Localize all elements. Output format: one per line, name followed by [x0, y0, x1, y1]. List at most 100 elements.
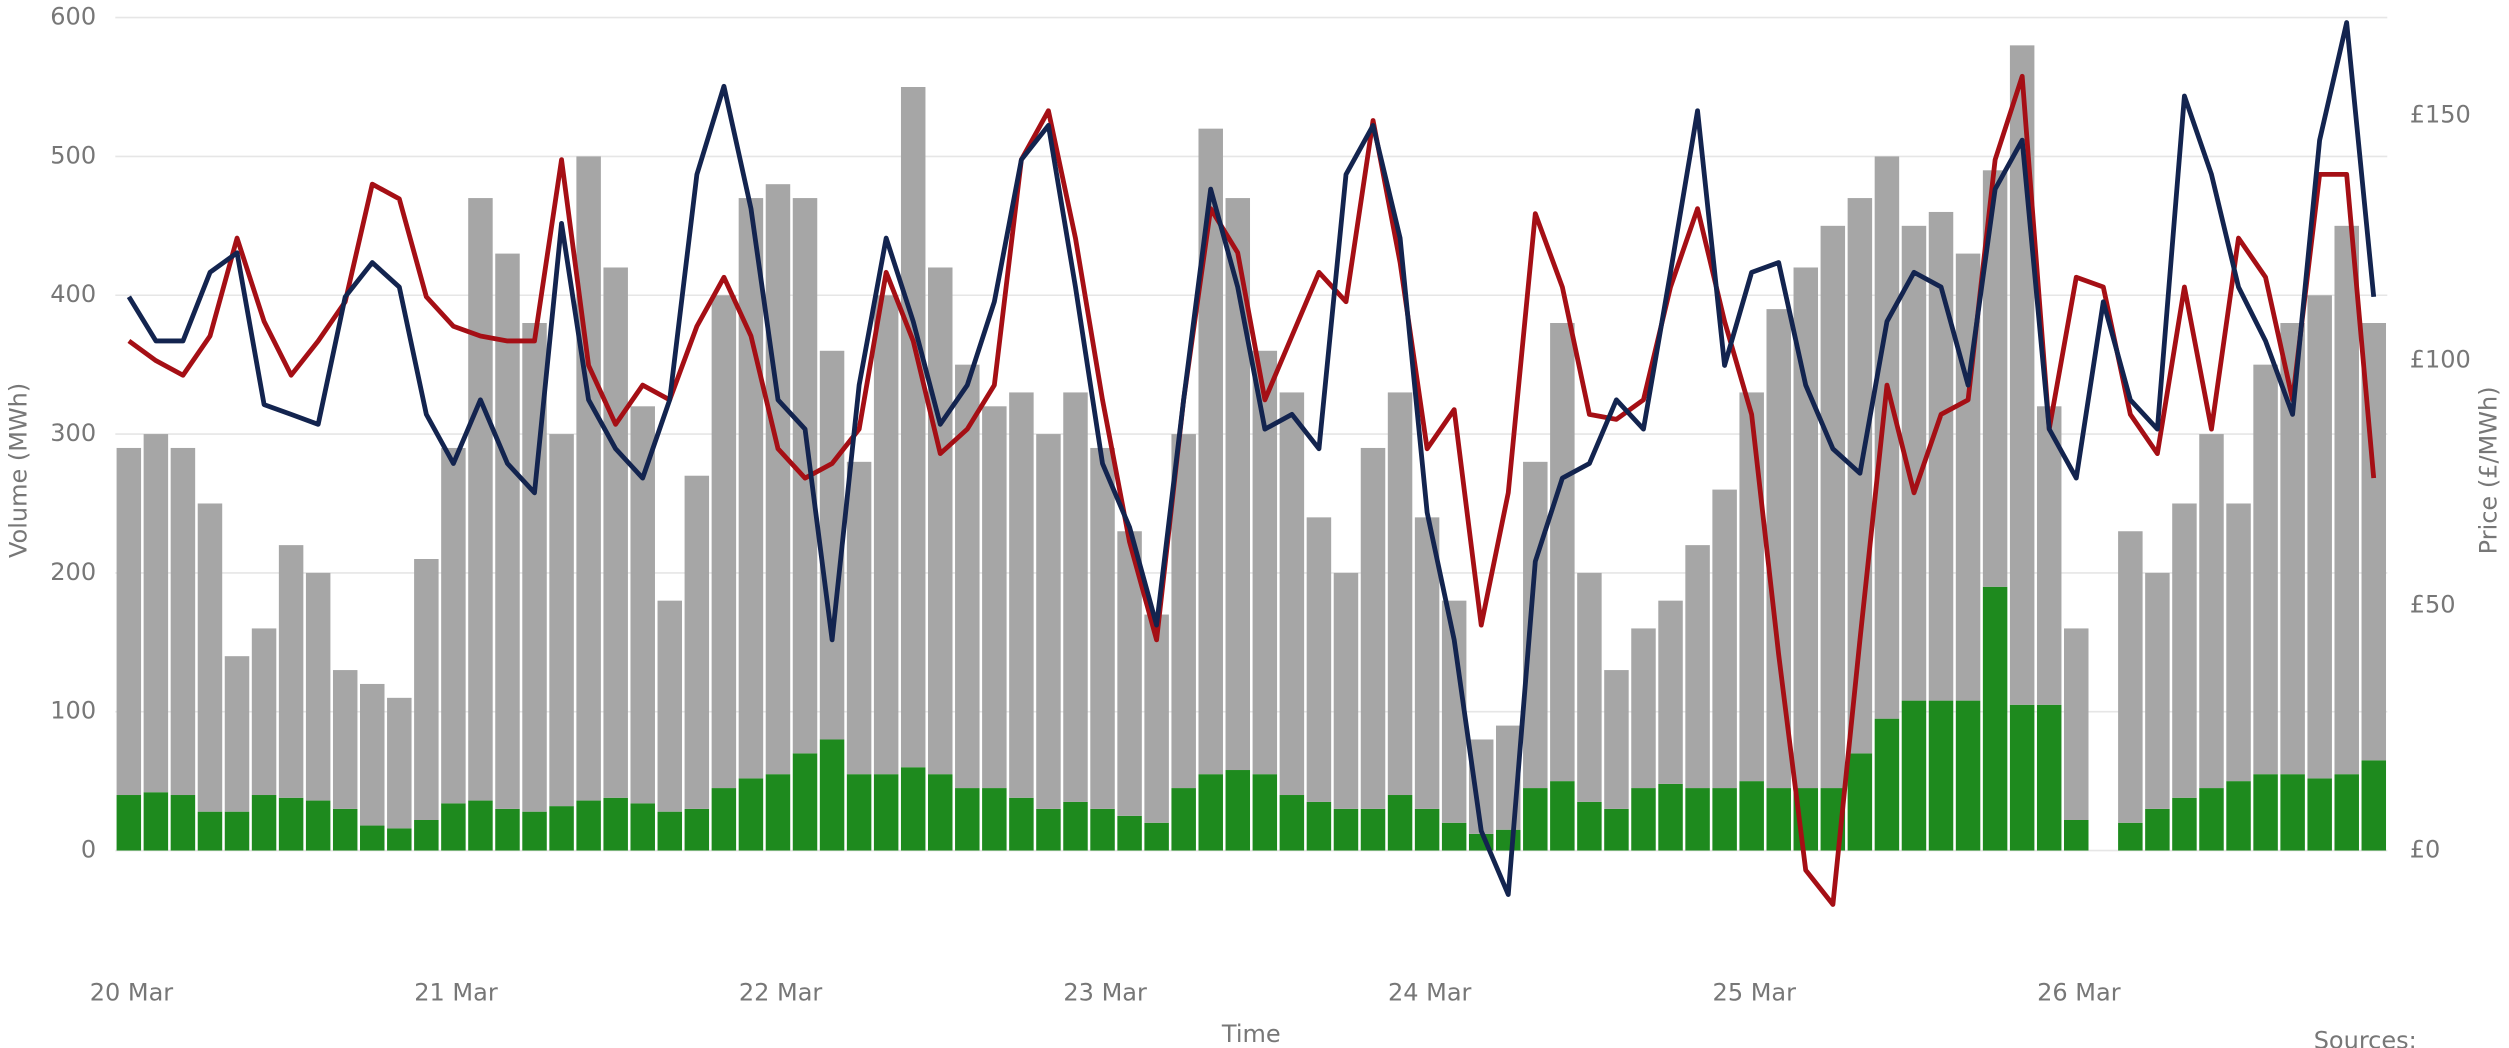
bar-segment: [1604, 808, 1629, 851]
bar-segment: [738, 778, 764, 851]
x-tick-label: 24 Mar: [1388, 979, 1472, 1007]
bar-segment: [928, 267, 953, 775]
y2-tick-label: £150: [2410, 101, 2471, 129]
bar-segment: [2253, 774, 2278, 851]
y2-axis-title: Price (£/MWh): [2475, 386, 2503, 554]
bar-segment: [305, 572, 331, 801]
bar-segment: [305, 800, 331, 851]
y-tick-label: 100: [50, 697, 96, 725]
bar-segment: [522, 811, 547, 851]
bar-segment: [765, 774, 791, 851]
bar-segment: [1036, 434, 1061, 809]
bar-segment: [1739, 392, 1764, 782]
bar-segment: [1117, 815, 1142, 851]
bar-segment: [414, 820, 439, 851]
bar-segment: [1414, 808, 1440, 851]
sources-note: Sources:: [2314, 1027, 2417, 1048]
bar-segment: [441, 447, 466, 804]
bar-segment: [1333, 808, 1359, 851]
bar-segment: [576, 800, 601, 851]
bar-segment: [332, 808, 358, 851]
bar-segment: [1306, 517, 1332, 802]
bar-segment: [1577, 572, 1602, 802]
bar-segment: [1712, 489, 1737, 789]
bar-segment: [1550, 323, 1575, 782]
bar-segment: [1631, 628, 1656, 789]
bar-segment: [1441, 822, 1467, 851]
bar-segment: [1658, 783, 1683, 851]
bar-segment: [1766, 788, 1791, 851]
bar-segment: [1171, 788, 1196, 851]
bar-segment: [197, 503, 223, 812]
bar-segment: [2172, 503, 2197, 798]
bar-segment: [1685, 545, 1710, 789]
bar-segment: [1577, 801, 1602, 851]
y-tick-label: 400: [50, 280, 96, 308]
bar-segment: [468, 198, 493, 801]
bar-segment: [278, 797, 304, 851]
bar-segment: [414, 559, 439, 820]
bar-segment: [1982, 586, 2008, 851]
bar-segment: [576, 156, 601, 801]
bar-segment: [387, 697, 412, 829]
bar-segment: [1090, 808, 1115, 851]
bar-segment: [2307, 778, 2332, 851]
bar-segment: [1063, 801, 1088, 851]
y2-tick-label: £0: [2410, 836, 2441, 864]
bar-segment: [1252, 774, 1278, 851]
bar-segment: [982, 788, 1007, 851]
bar-segment: [224, 811, 250, 851]
bar-segment: [1360, 447, 1386, 809]
bar-segment: [197, 811, 223, 851]
bar-segment: [2253, 364, 2278, 775]
y-tick-label: 300: [50, 419, 96, 447]
bar-segment: [1685, 788, 1710, 851]
bar-segment: [1360, 808, 1386, 851]
bar-segment: [765, 184, 791, 775]
bar-segment: [224, 656, 250, 812]
bar-segment: [900, 87, 926, 768]
bar-segment: [1874, 156, 1900, 719]
bar-segment: [2118, 822, 2143, 851]
bar-segment: [630, 803, 655, 851]
bar-segment: [1279, 392, 1305, 796]
bar-segment: [792, 753, 818, 851]
bar-segment: [657, 811, 683, 851]
bar-segment: [1739, 781, 1764, 851]
bar-segment: [2334, 225, 2359, 775]
bar-segment: [1387, 795, 1413, 851]
bar-segment: [2226, 503, 2251, 782]
bar-segment: [1523, 788, 1548, 851]
bar-segment: [1604, 670, 1629, 809]
bar-segment: [711, 295, 737, 789]
bar-segment: [1387, 392, 1413, 796]
bar-segment: [738, 198, 764, 779]
bar-segment: [873, 295, 899, 775]
x-tick-label: 20 Mar: [90, 979, 174, 1007]
bar-segment: [603, 267, 628, 798]
bar-segment: [143, 434, 169, 793]
bar-segment: [1306, 801, 1332, 851]
y-axis-title: Volume (MWh): [4, 383, 32, 558]
bar-segment: [900, 767, 926, 851]
bar-segment: [2199, 788, 2224, 851]
y-tick-label: 600: [50, 3, 96, 31]
bar-segment: [1820, 225, 1846, 789]
bar-segment: [1009, 392, 1034, 798]
bar-segment: [982, 406, 1007, 789]
bar-segment: [441, 803, 466, 851]
bar-segment: [1198, 774, 1223, 851]
bar-segment: [2036, 704, 2062, 851]
bar-segment: [711, 788, 737, 851]
bar-segment: [2172, 797, 2197, 851]
bar-segment: [1847, 753, 1873, 851]
bar-segment: [603, 797, 628, 851]
bar-segment: [2009, 704, 2035, 851]
bar-segment: [1496, 829, 1521, 851]
bar-segment: [1225, 770, 1251, 851]
bar-segment: [1523, 461, 1548, 789]
bar-segment: [2064, 628, 2089, 820]
bar-segment: [116, 795, 142, 851]
x-tick-label: 23 Mar: [1063, 979, 1147, 1007]
bar-segment: [1712, 788, 1737, 851]
